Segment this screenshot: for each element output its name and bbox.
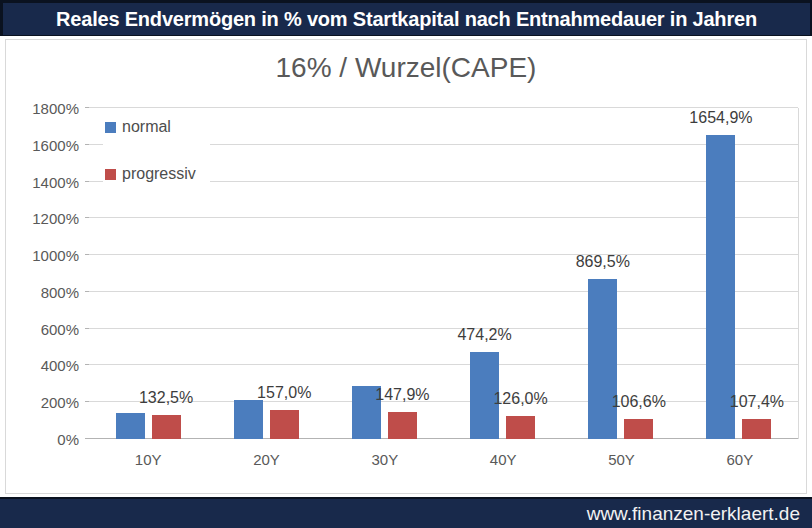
x-tick-label-50Y: 50Y [562,439,680,475]
y-tick-label-1800%: 1800% [32,100,79,117]
legend: normal progressiv [103,114,210,189]
y-tick-label-1200%: 1200% [32,210,79,227]
legend-swatch-normal [105,122,116,133]
legend-swatch-progressiv [105,169,116,180]
y-tick-label-600%: 600% [41,320,79,337]
data-label-normal-60Y: 1654,9% [689,109,752,127]
plot-outer: 0%200%400%600%800%1000%1200%1400%1600%18… [14,108,799,475]
bar-normal-50Y: 869,5% [588,279,617,439]
data-label-progressiv-50Y: 106,6% [612,393,666,411]
bottom-banner: www.finanzen-erklaert.de [0,497,812,528]
data-label-progressiv-10Y: 132,5% [139,389,193,407]
legend-label-progressiv: progressiv [122,165,196,183]
x-axis: 10Y20Y30Y40Y50Y60Y [89,439,799,475]
bar-group-60Y: 1654,9% 107,4% [680,108,798,439]
y-tick-label-1000%: 1000% [32,247,79,264]
bar-progressiv-60Y: 107,4% [742,419,771,439]
bar-group-20Y: 157,0% [207,108,325,439]
x-tick-label-60Y: 60Y [681,439,799,475]
data-label-progressiv-20Y: 157,0% [257,384,311,402]
y-tick-label-1400%: 1400% [32,173,79,190]
legend-label-normal: normal [122,118,171,136]
bar-normal-20Y [234,400,263,439]
data-label-progressiv-30Y: 147,9% [375,386,429,404]
data-label-normal-40Y: 474,2% [457,326,511,344]
chart-title: 16% / Wurzel(CAPE) [6,52,806,90]
bar-group-30Y: 147,9% [325,108,443,439]
chart-area: 16% / Wurzel(CAPE) 0% 200% 400% 600% 800% 100… [5,39,807,494]
y-axis: 0%200%400%600%800%1000%1200%1400%1600%18… [14,108,89,439]
y-tick-label-800%: 800% [41,283,79,300]
website-link[interactable]: www.finanzen-erklaert.de [587,503,800,525]
x-tick-label-20Y: 20Y [207,439,325,475]
bar-normal-10Y [116,413,145,439]
bar-group-50Y: 869,5%106,6% [562,108,680,439]
legend-item-normal: normal [105,118,196,136]
x-tick-label-40Y: 40Y [444,439,562,475]
data-label-progressiv-60Y: 107,4% [730,393,784,411]
bar-progressiv-40Y: 126,0% [506,416,535,439]
bar-progressiv-30Y: 147,9% [388,412,417,439]
y-tick-label-1600%: 1600% [32,136,79,153]
bar-progressiv-50Y: 106,6% [624,419,653,439]
y-tick-label-200%: 200% [41,394,79,411]
data-label-normal-50Y: 869,5% [576,253,630,271]
plot-area: 132,5%157,0%147,9%474,2%126,0%869,5%106,… [89,108,799,439]
x-tick-label-10Y: 10Y [89,439,207,475]
figure-title: Reales Endvermögen in % vom Startkapital… [56,8,757,31]
legend-item-progressiv: progressiv [105,165,196,183]
data-label-progressiv-40Y: 126,0% [493,390,547,408]
bar-group-40Y: 474,2% 126,0% [444,108,562,439]
bar-progressiv-10Y: 132,5% [152,415,181,439]
top-banner: Reales Endvermögen in % vom Startkapital… [0,0,812,36]
x-tick-label-30Y: 30Y [326,439,444,475]
y-tick-label-400%: 400% [41,357,79,374]
y-tick-label-0%: 0% [57,431,79,448]
bar-progressiv-20Y: 157,0% [270,410,299,439]
